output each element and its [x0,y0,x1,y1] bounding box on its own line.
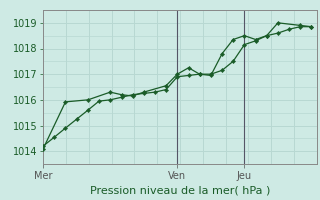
X-axis label: Pression niveau de la mer( hPa ): Pression niveau de la mer( hPa ) [90,185,270,195]
